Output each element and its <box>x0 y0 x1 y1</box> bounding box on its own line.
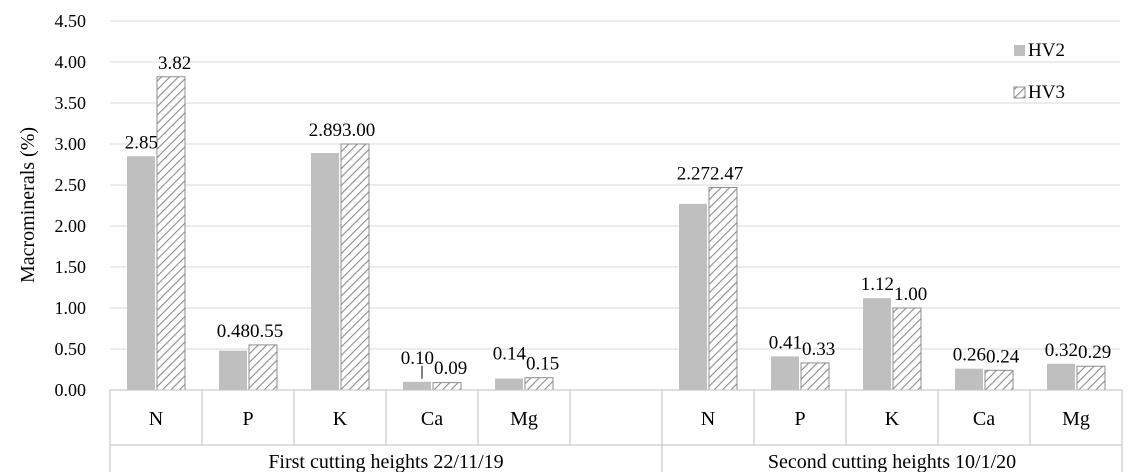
bar-hv2-7 <box>863 298 891 390</box>
y-tick-label: 0.50 <box>55 339 87 359</box>
data-label-hv2-7: 1.12 <box>861 274 894 295</box>
data-label-hv3-9: 0.29 <box>1078 342 1111 363</box>
bar-hv2-1 <box>219 350 247 390</box>
bar-hv3-0 <box>156 76 186 391</box>
category-label-n: N <box>701 408 715 430</box>
category-label-ca: Ca <box>973 408 995 430</box>
bar-hv3-7 <box>892 307 922 391</box>
category-label-n: N <box>149 408 163 430</box>
data-label-hv3-7: 1.00 <box>894 284 927 305</box>
group-label-2: Second cutting heights 10/1/20 <box>768 451 1016 472</box>
y-axis-ticks: 0.00 0.50 1.00 1.50 2.00 2.50 3.00 3.50 4.00 4.50 <box>55 11 87 400</box>
y-tick-label: 2.50 <box>55 175 87 195</box>
bar-hv2-5 <box>679 203 707 390</box>
bar-hv2-8 <box>955 368 983 390</box>
data-label-hv3-5: 2.47 <box>710 163 743 184</box>
category-label-k: K <box>885 408 900 430</box>
data-label-hv3-0: 3.82 <box>158 53 191 74</box>
data-label-hv3-6: 0.33 <box>802 339 835 360</box>
bar-hv2-0 <box>127 156 155 390</box>
y-tick-label: 4.50 <box>55 11 87 31</box>
data-label-hv3-2: 3.00 <box>342 120 375 141</box>
data-label-hv2-0: 2.85 <box>125 132 158 153</box>
bars <box>127 76 1106 391</box>
group-label-1: First cutting heights 22/11/19 <box>268 451 503 472</box>
bar-hv3-6 <box>800 362 830 391</box>
y-tick-label: 1.00 <box>55 298 87 318</box>
bar-hv3-1 <box>248 344 278 391</box>
category-label-p: P <box>794 408 805 430</box>
data-label-hv2-2: 2.89 <box>309 120 342 141</box>
data-label-hv2-4: 0.14 <box>493 344 527 365</box>
legend: HV2 HV3 <box>1013 40 1065 103</box>
data-labels: 2.85 0.48 2.89 0.10 0.14 2.27 0.41 1.12 0.26 0.32… <box>125 53 1111 379</box>
category-label-k: K <box>333 408 348 430</box>
legend-swatch-hv2 <box>1014 45 1025 56</box>
legend-label-hv2: HV2 <box>1028 40 1065 61</box>
y-tick-label: 3.00 <box>55 134 87 154</box>
bar-hv3-9 <box>1076 365 1106 391</box>
bar-hv3-8 <box>984 369 1014 391</box>
data-label-hv2-6: 0.41 <box>769 332 802 353</box>
bar-hv3-4 <box>524 377 554 391</box>
y-tick-label: 3.50 <box>55 93 87 113</box>
category-label-mg: Mg <box>510 408 538 430</box>
bar-hv3-5 <box>708 186 738 391</box>
bar-hv2-4 <box>495 378 523 390</box>
category-axis: N P K Ca Mg First cutting heights 22/11/19 N P K… <box>109 389 1123 472</box>
category-label-p: P <box>242 408 253 430</box>
y-tick-label: 1.50 <box>55 257 87 277</box>
gridlines <box>110 20 1120 391</box>
y-tick-label: 0.00 <box>55 380 87 400</box>
bar-hv2-9 <box>1047 363 1075 390</box>
bar-hv2-3 <box>403 381 431 390</box>
data-label-hv2-1: 0.48 <box>217 321 250 342</box>
data-label-hv3-8: 0.24 <box>986 346 1020 367</box>
data-label-hv3-4: 0.15 <box>526 354 559 375</box>
bar-hv2-2 <box>311 153 339 390</box>
legend-label-hv3: HV3 <box>1028 82 1065 103</box>
category-label-ca: Ca <box>421 408 443 430</box>
data-label-hv2-8: 0.26 <box>953 345 986 366</box>
bar-hv3-2 <box>340 143 370 391</box>
bar-hv2-6 <box>771 356 799 390</box>
category-label-mg: Mg <box>1062 408 1090 430</box>
y-tick-label: 4.00 <box>55 52 87 72</box>
data-label-hv3-1: 0.55 <box>250 321 283 342</box>
data-label-hv3-3: 0.09 <box>434 358 467 379</box>
data-label-hv2-9: 0.32 <box>1045 340 1078 361</box>
data-label-hv2-3: 0.10 <box>401 348 434 369</box>
y-axis-title: Macrominerals (%) <box>17 127 39 283</box>
legend-swatch-hv3 <box>1013 86 1026 99</box>
y-tick-label: 2.00 <box>55 216 87 236</box>
data-label-hv2-5: 2.27 <box>677 163 710 184</box>
bar-hv3-3 <box>432 382 462 391</box>
